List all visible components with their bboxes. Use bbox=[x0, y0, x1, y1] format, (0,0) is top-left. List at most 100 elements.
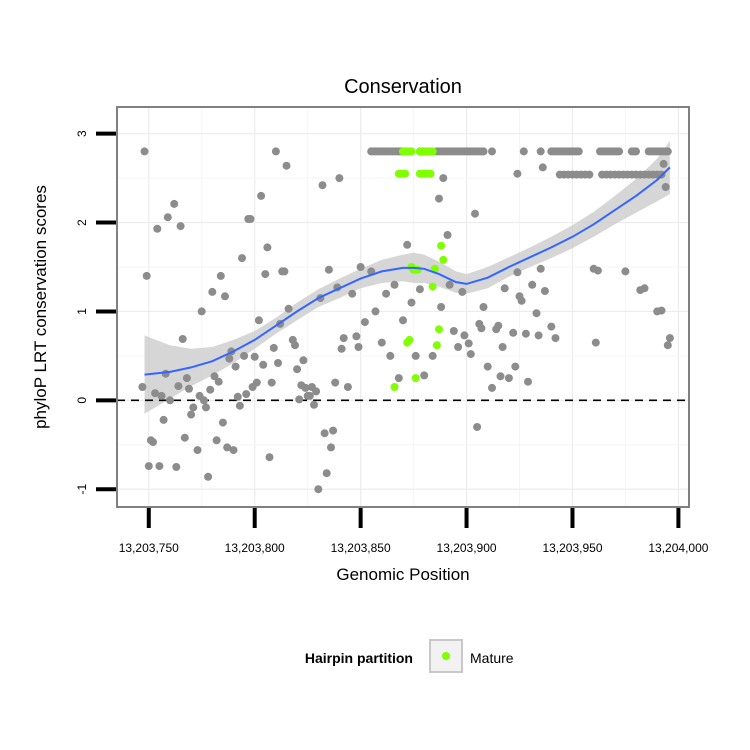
data-point bbox=[180, 433, 189, 442]
data-point bbox=[318, 181, 327, 190]
data-point bbox=[257, 191, 266, 200]
legend-title: Hairpin partition bbox=[305, 650, 413, 666]
y-tick-label: 1 bbox=[75, 308, 89, 315]
data-point bbox=[437, 303, 446, 311]
data-point bbox=[354, 343, 363, 351]
data-point bbox=[377, 338, 386, 347]
data-point bbox=[225, 354, 234, 363]
data-point bbox=[140, 147, 149, 156]
data-point bbox=[193, 446, 202, 455]
data-point bbox=[621, 267, 630, 276]
x-tick-label: 13,203,900 bbox=[437, 541, 497, 555]
data-point bbox=[250, 352, 259, 361]
confidence-band bbox=[144, 140, 670, 414]
panel-border bbox=[116, 106, 690, 508]
data-point bbox=[138, 383, 147, 391]
y-axis-title: phyloP LRT conservation scores bbox=[31, 185, 50, 429]
x-axis-title: Genomic Position bbox=[336, 565, 469, 584]
data-point bbox=[494, 321, 503, 330]
data-point-mature bbox=[432, 341, 441, 350]
data-point bbox=[471, 209, 479, 218]
data-point bbox=[420, 371, 429, 380]
data-point bbox=[449, 327, 458, 335]
data-point bbox=[261, 270, 270, 279]
data-point bbox=[439, 174, 448, 183]
data-point bbox=[295, 395, 304, 404]
y-tick-label: -1 bbox=[75, 484, 89, 495]
data-point bbox=[464, 339, 473, 348]
data-point bbox=[231, 362, 240, 371]
legend-entry-mature: Mature bbox=[470, 650, 514, 666]
data-point-mature bbox=[426, 169, 435, 178]
data-point bbox=[202, 403, 210, 412]
data-point bbox=[428, 351, 437, 360]
chart-title: Conservation bbox=[344, 76, 462, 98]
data-point bbox=[659, 159, 668, 168]
data-point bbox=[663, 147, 672, 156]
data-point bbox=[153, 224, 162, 233]
data-point-mature bbox=[439, 255, 448, 264]
data-point bbox=[142, 271, 151, 280]
data-point bbox=[585, 170, 594, 179]
data-point bbox=[445, 280, 454, 289]
data-point bbox=[185, 384, 193, 393]
data-point bbox=[314, 485, 323, 494]
data-point bbox=[513, 268, 522, 277]
data-point-mature bbox=[405, 335, 414, 344]
data-point bbox=[411, 351, 420, 360]
data-point bbox=[267, 378, 276, 387]
data-point bbox=[524, 377, 532, 386]
loess-fit-line bbox=[144, 166, 671, 376]
legend-key-mature-icon bbox=[442, 652, 450, 660]
data-point-mature bbox=[401, 169, 410, 178]
x-tick-label: 13,204,000 bbox=[648, 541, 708, 555]
data-point bbox=[170, 199, 179, 208]
data-point bbox=[259, 360, 268, 369]
data-point-mature bbox=[407, 147, 416, 156]
smooth-line bbox=[144, 166, 671, 376]
data-point bbox=[189, 403, 198, 412]
data-point bbox=[415, 285, 424, 294]
data-point bbox=[513, 169, 522, 178]
data-point bbox=[479, 303, 488, 311]
data-point bbox=[149, 438, 157, 447]
data-point bbox=[663, 341, 672, 350]
data-point bbox=[403, 240, 412, 249]
panel-background bbox=[117, 107, 689, 507]
data-point bbox=[199, 396, 208, 405]
data-point bbox=[477, 324, 486, 333]
data-point bbox=[356, 263, 365, 271]
data-point bbox=[574, 147, 583, 156]
x-tick-label: 13,203,950 bbox=[542, 541, 602, 555]
data-point bbox=[352, 332, 361, 341]
data-point bbox=[151, 389, 160, 398]
data-point bbox=[218, 418, 227, 427]
data-point bbox=[528, 280, 537, 289]
data-point bbox=[327, 443, 335, 452]
data-point bbox=[488, 383, 496, 392]
data-point bbox=[498, 343, 507, 351]
data-point bbox=[269, 343, 278, 352]
data-point bbox=[263, 243, 272, 252]
data-point bbox=[246, 215, 255, 223]
data-point bbox=[504, 374, 513, 383]
data-point bbox=[310, 400, 318, 409]
data-point bbox=[665, 334, 674, 343]
data-point bbox=[229, 446, 238, 455]
data-point bbox=[233, 392, 242, 401]
data-point bbox=[293, 365, 302, 374]
data-point bbox=[240, 351, 249, 360]
x-tick-label: 13,203,750 bbox=[119, 541, 179, 555]
data-point bbox=[500, 284, 509, 293]
data-point bbox=[371, 307, 380, 316]
data-point bbox=[538, 163, 547, 172]
data-point bbox=[511, 362, 520, 371]
data-point bbox=[182, 374, 191, 383]
x-tick-label: 13,203,800 bbox=[225, 541, 285, 555]
data-point bbox=[454, 343, 463, 351]
data-point bbox=[299, 356, 308, 365]
data-point bbox=[210, 372, 219, 381]
data-point bbox=[488, 147, 496, 156]
data-point bbox=[280, 267, 289, 276]
